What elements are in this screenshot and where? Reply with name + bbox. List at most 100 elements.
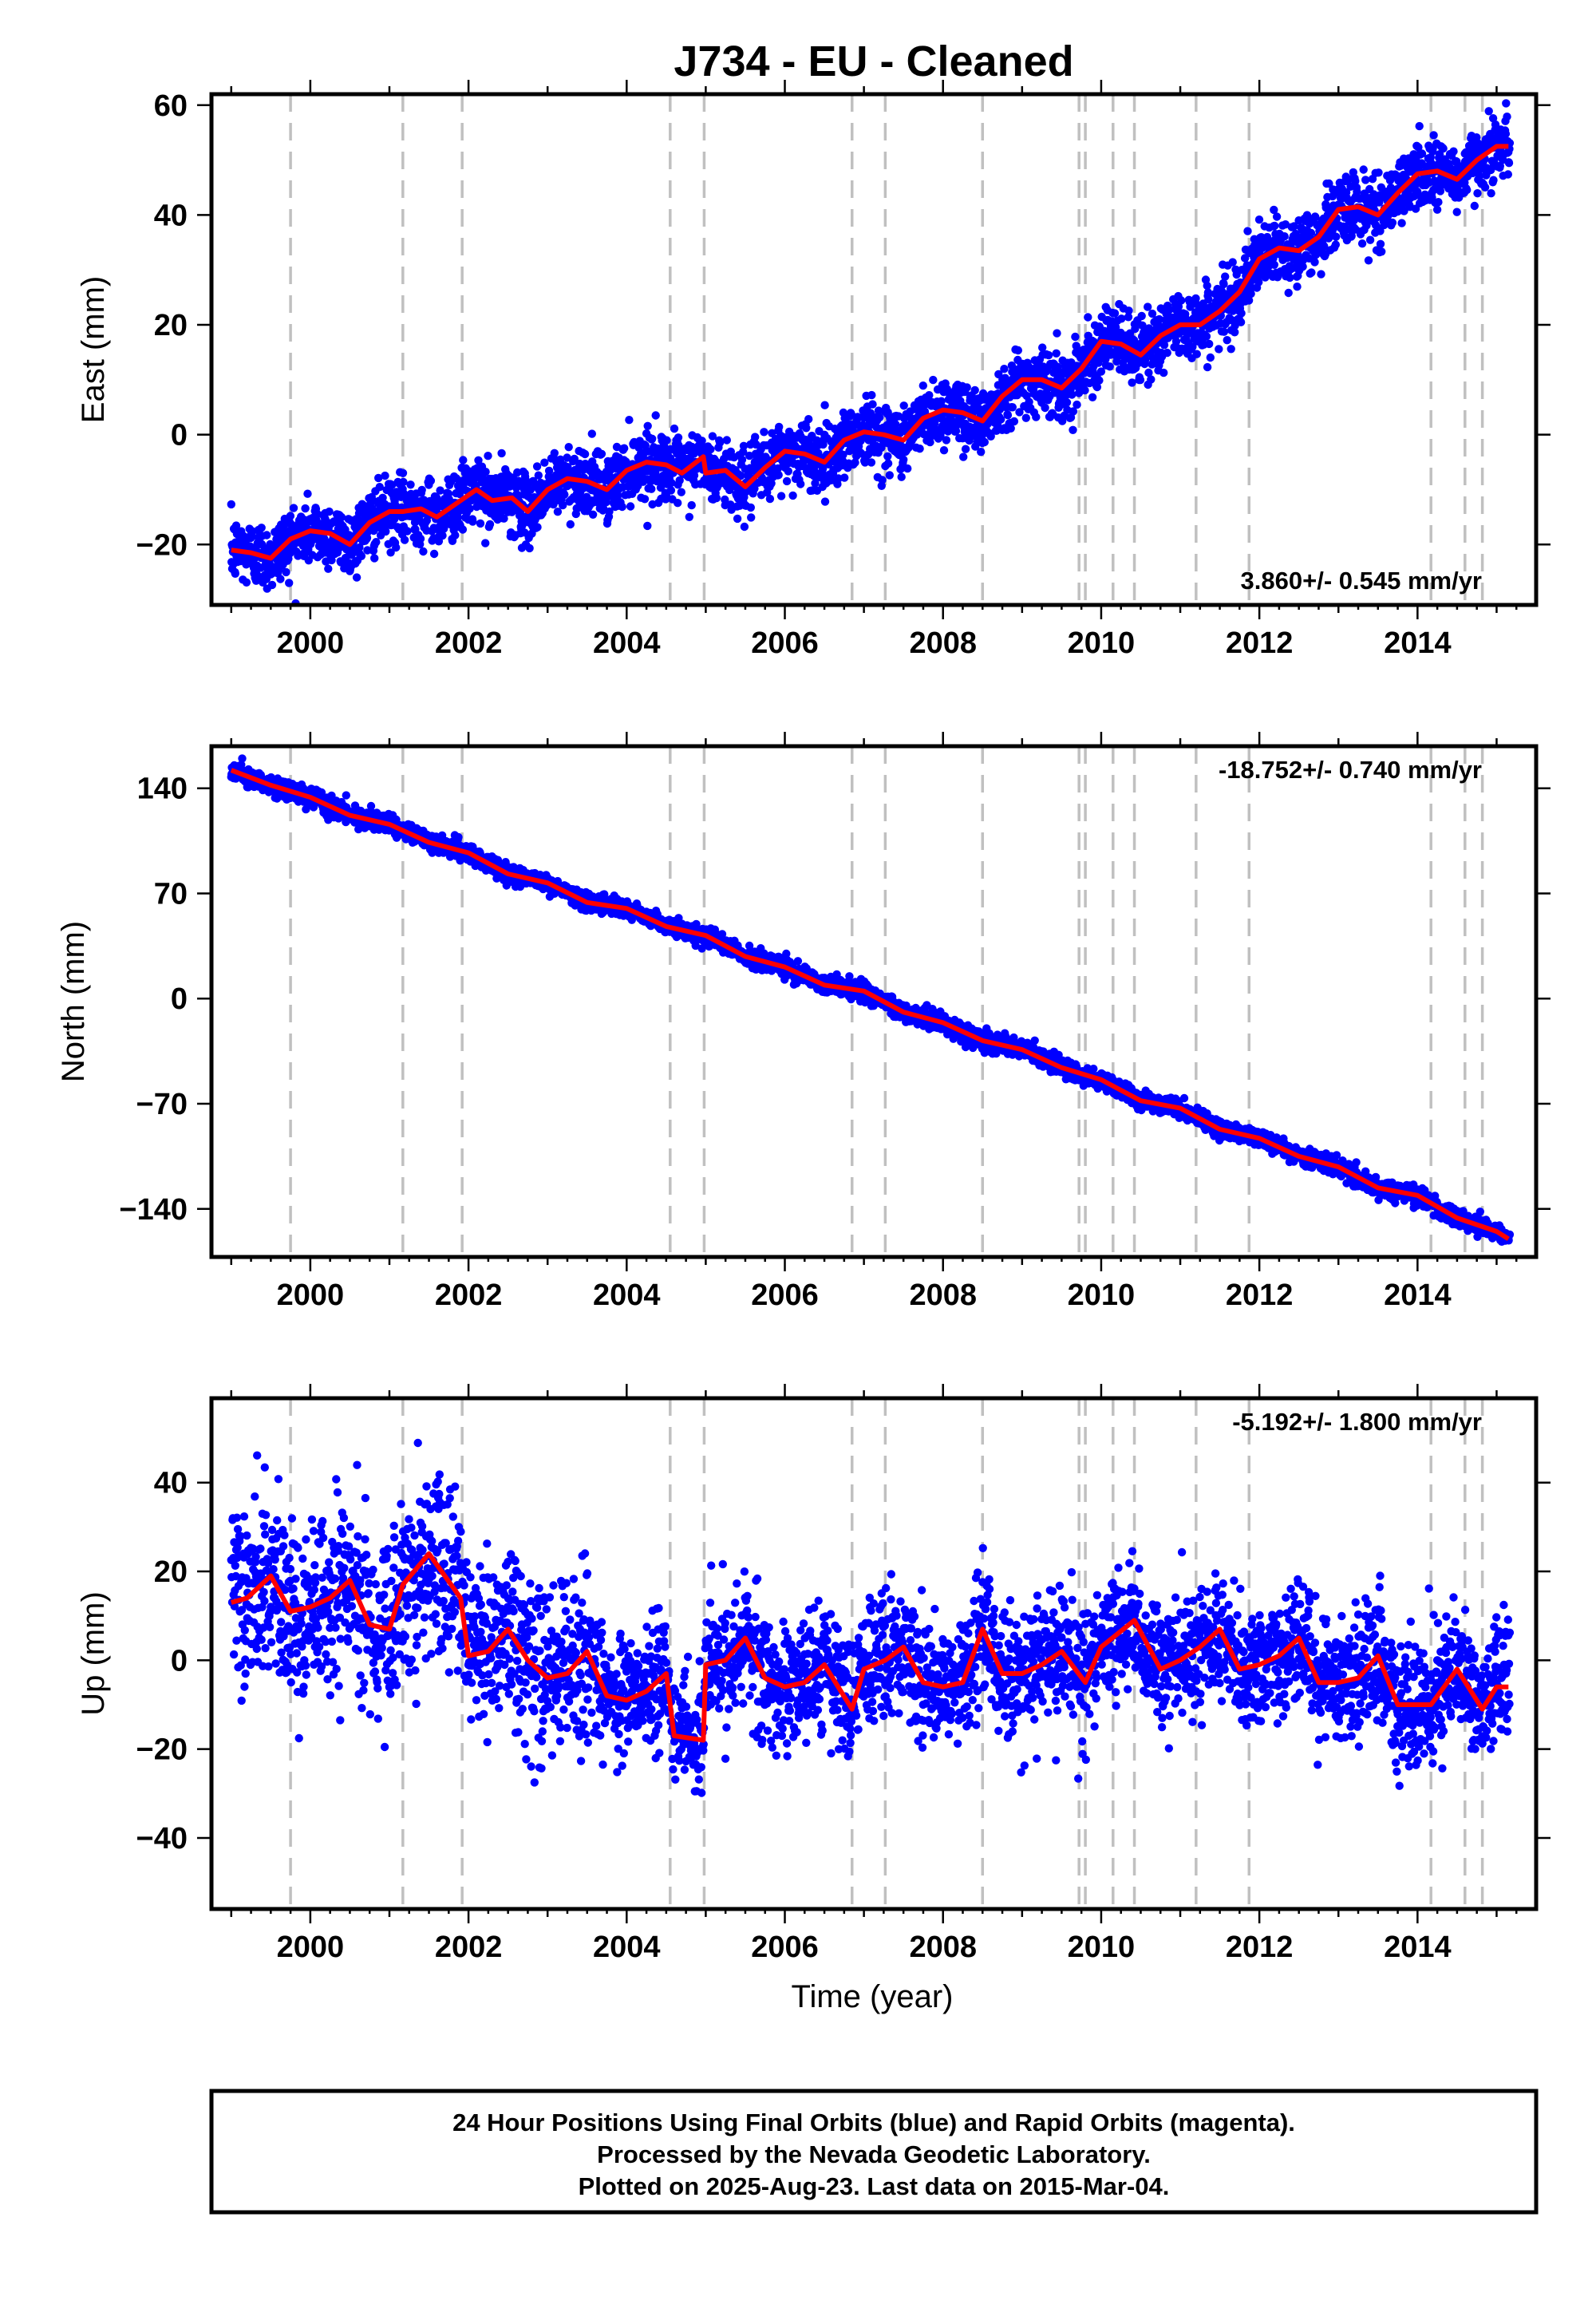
- data-point: [648, 435, 656, 443]
- data-point: [1004, 411, 1012, 419]
- data-point: [497, 449, 505, 457]
- data-point: [290, 504, 298, 512]
- data-point: [1254, 278, 1262, 286]
- data-point: [481, 468, 489, 476]
- data-point: [802, 424, 810, 432]
- data-point: [588, 429, 596, 437]
- data-point: [370, 554, 378, 562]
- x-tick-label: 2014: [1384, 626, 1452, 660]
- data-point: [342, 791, 350, 799]
- data-point: [1223, 336, 1231, 344]
- data-point: [652, 411, 660, 419]
- data-point: [919, 381, 927, 389]
- data-point: [1063, 398, 1071, 406]
- data-point: [962, 445, 970, 453]
- data-point: [419, 547, 427, 555]
- data-point: [1069, 426, 1077, 434]
- data-point: [804, 415, 812, 423]
- data-point: [268, 581, 276, 589]
- data-point: [301, 504, 309, 512]
- x-tick-label: 2012: [1226, 626, 1294, 660]
- data-point: [1138, 312, 1146, 320]
- data-point: [1389, 219, 1396, 227]
- data-point: [620, 445, 628, 453]
- data-point: [1203, 363, 1211, 371]
- data-point: [1203, 332, 1211, 340]
- data-point: [533, 523, 541, 531]
- data-point: [1246, 290, 1254, 298]
- data-point: [886, 471, 894, 479]
- data-point: [1124, 306, 1132, 314]
- data-point: [1505, 159, 1513, 167]
- data-point: [1270, 222, 1278, 230]
- data-point: [231, 570, 239, 578]
- data-point: [667, 486, 675, 494]
- data-point: [346, 609, 354, 617]
- data-point: [643, 522, 651, 530]
- y-tick-label: 20: [154, 309, 188, 342]
- data-point: [1481, 184, 1489, 192]
- data-point: [685, 513, 693, 521]
- data-point: [1095, 377, 1103, 385]
- data-point: [867, 458, 875, 466]
- data-point: [1473, 189, 1481, 197]
- data-point: [1088, 393, 1096, 401]
- data-point: [775, 471, 783, 479]
- data-point: [963, 383, 971, 391]
- data-point: [1366, 236, 1374, 244]
- data-point: [1286, 274, 1294, 282]
- y-tick-label: −20: [136, 528, 188, 562]
- data-point: [1416, 122, 1424, 130]
- data-point: [900, 401, 908, 409]
- data-point: [1131, 325, 1139, 333]
- data-point: [476, 520, 484, 528]
- data-point: [1041, 404, 1049, 412]
- data-point: [1084, 313, 1092, 321]
- data-point: [1045, 351, 1053, 359]
- data-point: [1080, 386, 1088, 394]
- x-tick-label: 2000: [277, 626, 345, 660]
- data-point: [1136, 376, 1144, 384]
- data-point: [784, 467, 792, 475]
- data-point: [581, 450, 589, 458]
- data-point: [353, 573, 361, 581]
- data-point: [618, 503, 626, 511]
- data-point: [867, 391, 875, 399]
- data-point: [545, 467, 553, 475]
- data-point: [1227, 345, 1235, 353]
- y-tick-label: 0: [171, 419, 188, 453]
- data-point: [1487, 189, 1495, 197]
- data-point: [459, 456, 467, 464]
- data-point: [1221, 272, 1229, 280]
- data-point: [760, 428, 768, 436]
- data-point: [238, 754, 246, 762]
- x-tick-label: 2004: [593, 626, 661, 660]
- data-point: [977, 448, 985, 456]
- data-point: [674, 433, 682, 441]
- data-point: [459, 525, 467, 533]
- data-point: [942, 436, 950, 444]
- data-point: [647, 485, 655, 493]
- x-tick-label: 2002: [435, 626, 503, 660]
- data-point: [868, 400, 876, 408]
- data-point: [1502, 130, 1510, 138]
- data-point: [430, 550, 438, 558]
- data-point: [427, 476, 435, 484]
- data-point: [1117, 314, 1125, 322]
- data-point: [929, 376, 937, 384]
- data-point: [454, 833, 462, 841]
- data-point: [486, 520, 494, 528]
- data-point: [381, 472, 389, 480]
- data-point: [1032, 413, 1040, 421]
- data-point: [525, 544, 533, 552]
- data-point: [481, 539, 489, 547]
- data-point: [1293, 283, 1301, 290]
- data-point: [878, 476, 886, 484]
- data-point: [1215, 345, 1223, 353]
- data-point: [1427, 159, 1435, 167]
- data-point: [1068, 390, 1076, 398]
- data-point: [258, 524, 266, 532]
- data-point: [899, 456, 907, 464]
- data-point: [1471, 202, 1479, 210]
